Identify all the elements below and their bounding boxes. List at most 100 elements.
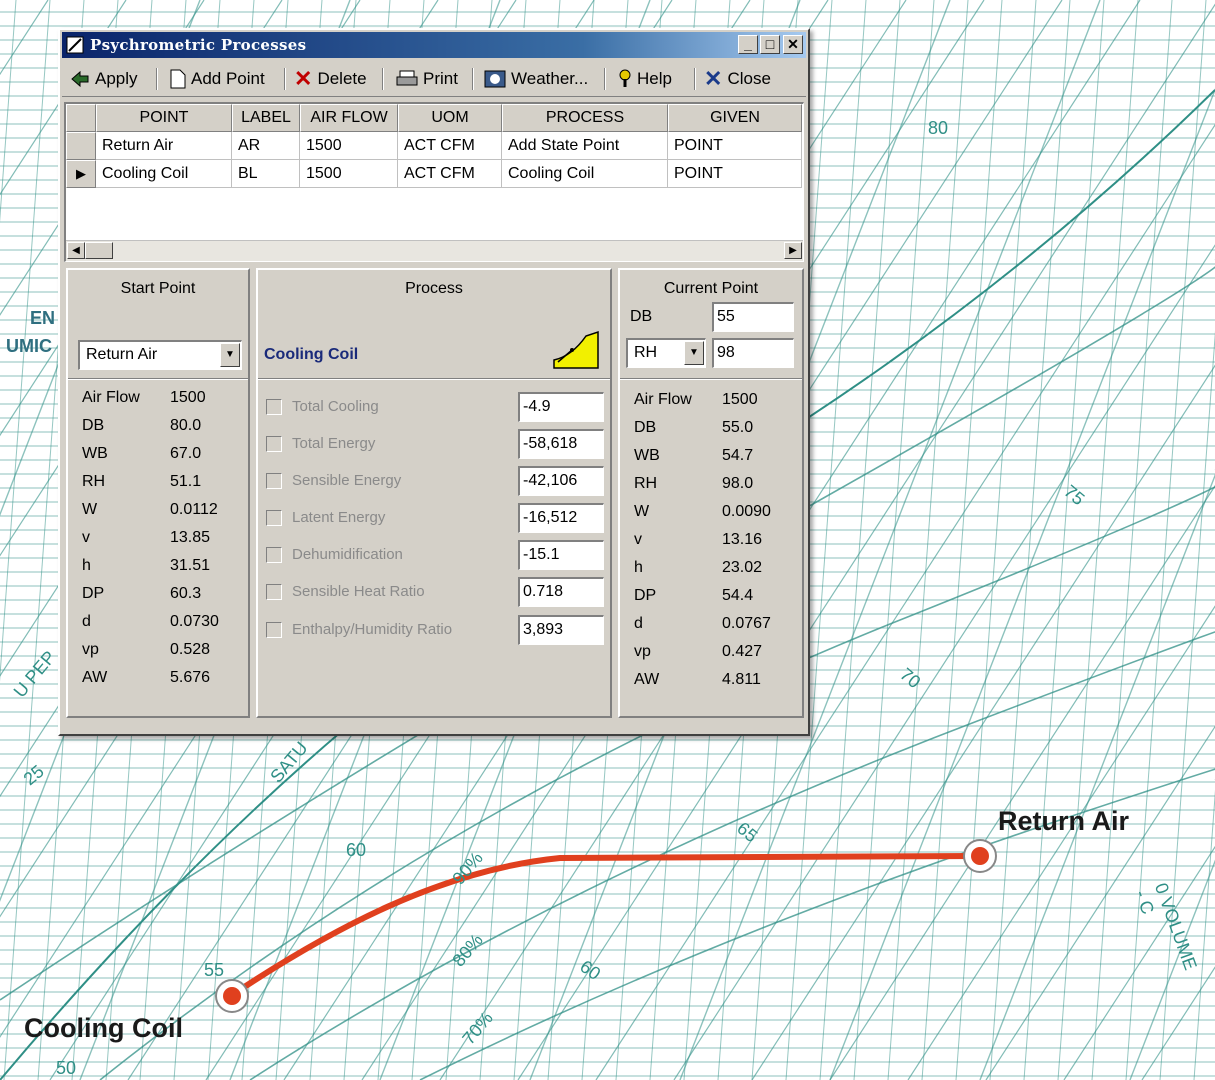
enthalpy-humidity-ratio-checkbox[interactable]	[266, 621, 282, 638]
window-title: Psychrometric Processes	[90, 36, 307, 54]
process-item-dehumidification: Dehumidification	[266, 546, 403, 563]
weather-button[interactable]: Weather...	[484, 66, 588, 92]
column-header-given[interactable]: GIVEN	[668, 104, 802, 132]
add-point-label: Add Point	[191, 69, 265, 88]
chevron-down-icon[interactable]: ▼	[684, 341, 704, 365]
apply-button[interactable]: Apply	[70, 66, 138, 92]
db-label: DB	[630, 308, 653, 325]
add-point-button[interactable]: Add Point	[170, 66, 265, 92]
property-row: DP 60.3	[82, 585, 202, 602]
column-header-air-flow[interactable]: AIR FLOW	[300, 104, 398, 132]
dehumidification-field[interactable]: -15.1	[518, 540, 604, 570]
cell-given[interactable]: POINT	[668, 160, 802, 188]
cell-point[interactable]: Cooling Coil	[96, 160, 232, 188]
cell-air-flow[interactable]: 1500	[300, 160, 398, 188]
cell-process[interactable]: Add State Point	[502, 132, 668, 160]
property-row: DP 54.4	[634, 587, 754, 604]
divider	[68, 378, 248, 380]
enthalpy-fragment: EN	[30, 308, 56, 328]
column-header-label[interactable]: LABEL	[232, 104, 300, 132]
minimize-button[interactable]: _	[738, 35, 758, 54]
db-label-50: 50	[56, 1058, 77, 1078]
delete-icon: ✕	[294, 66, 313, 91]
cell-air-flow[interactable]: 1500	[300, 132, 398, 160]
process-line	[230, 853, 981, 998]
print-button[interactable]: Print	[396, 66, 458, 92]
second-property-value: RH	[634, 344, 658, 361]
enthalpy-humidity-ratio-field[interactable]: 3,893	[518, 615, 604, 645]
second-property-input[interactable]: 98	[712, 338, 794, 368]
horizontal-scrollbar[interactable]: ◀ ▶	[66, 240, 803, 261]
property-row: vp 0.528	[82, 641, 211, 658]
property-row: vp 0.427	[634, 643, 763, 660]
total-cooling-checkbox[interactable]	[266, 398, 282, 415]
wb-label-80: 80	[928, 118, 949, 138]
maximize-button[interactable]: □	[760, 35, 780, 54]
return-air-label: Return Air	[998, 806, 1130, 836]
toolbar-separator	[694, 68, 696, 90]
dehumidification-checkbox[interactable]	[266, 546, 282, 563]
help-button[interactable]: Help	[618, 66, 672, 92]
help-icon	[619, 69, 631, 87]
property-row: DB 55.0	[634, 419, 754, 436]
scroll-right-button[interactable]: ▶	[784, 242, 802, 259]
db-label-55: 55	[204, 960, 225, 980]
apply-icon	[71, 70, 89, 88]
row-header-corner	[66, 104, 96, 132]
total-energy-checkbox[interactable]	[266, 435, 282, 452]
psychrometric-processes-window: Psychrometric Processes _ □ ✕ Apply Add …	[58, 28, 810, 736]
column-header-point[interactable]: POINT	[96, 104, 232, 132]
sensible-heat-ratio-field[interactable]: 0.718	[518, 577, 604, 607]
cell-process[interactable]: Cooling Coil	[502, 160, 668, 188]
total-cooling-field[interactable]: -4.9	[518, 392, 604, 422]
delete-label: Delete	[317, 69, 367, 88]
close-window-button[interactable]: ✕	[783, 35, 803, 54]
row-selector[interactable]: ▶	[66, 160, 96, 188]
property-row: v 13.16	[634, 531, 763, 548]
scroll-left-button[interactable]: ◀	[67, 242, 85, 259]
title-bar[interactable]: Psychrometric Processes _ □ ✕	[62, 32, 806, 58]
cell-label[interactable]: AR	[232, 132, 300, 160]
apply-label: Apply	[95, 69, 138, 88]
db-input[interactable]: 55	[712, 302, 794, 332]
divider	[258, 378, 610, 380]
sensible-energy-checkbox[interactable]	[266, 472, 282, 489]
sensible-heat-ratio-checkbox[interactable]	[266, 583, 282, 600]
sensible-energy-field[interactable]: -42,106	[518, 466, 604, 496]
latent-energy-checkbox[interactable]	[266, 509, 282, 526]
column-header-process[interactable]: PROCESS	[502, 104, 668, 132]
toolbar-separator	[382, 68, 384, 90]
cell-uom[interactable]: ACT CFM	[398, 132, 502, 160]
print-label: Print	[423, 69, 458, 88]
column-header-uom[interactable]: UOM	[398, 104, 502, 132]
property-row: d 0.0730	[82, 613, 219, 630]
delete-button[interactable]: ✕ Delete	[294, 66, 367, 92]
total-energy-field[interactable]: -58,618	[518, 429, 604, 459]
cell-uom[interactable]: ACT CFM	[398, 160, 502, 188]
toolbar-separator	[156, 68, 158, 90]
property-row: WB 54.7	[634, 447, 754, 464]
current-point-properties: Air Flow 1500 DB 55.0 WB 54.7 RH 98.0 W 0.009…	[634, 386, 771, 694]
cell-point[interactable]: Return Air	[96, 132, 232, 160]
cooling-coil-process-icon[interactable]	[552, 330, 600, 370]
start-point-properties: Air Flow 1500 DB 80.0 WB 67.0 RH 51.1 W 0.011…	[82, 384, 219, 692]
cell-given[interactable]: POINT	[668, 132, 802, 160]
property-row: h 31.51	[82, 557, 211, 574]
property-row: RH 98.0	[634, 475, 754, 492]
toolbar-separator	[604, 68, 606, 90]
process-item-sensible-heat-ratio: Sensible Heat Ratio	[266, 583, 425, 600]
start-point-panel: Start Point Return Air ▼ Air Flow 1500 DB…	[66, 268, 250, 718]
cell-label[interactable]: BL	[232, 160, 300, 188]
latent-energy-field[interactable]: -16,512	[518, 503, 604, 533]
row-selector[interactable]	[66, 132, 96, 160]
help-label: Help	[637, 69, 672, 88]
app-icon	[66, 36, 84, 54]
close-button[interactable]: ✕ Close	[704, 66, 771, 92]
toolbar: Apply Add Point ✕ Delete Print Weather..…	[62, 62, 806, 97]
process-item-enthalpy-humidity-ratio: Enthalpy/Humidity Ratio	[266, 621, 452, 638]
chevron-down-icon[interactable]: ▼	[220, 343, 240, 367]
scroll-thumb[interactable]	[85, 242, 113, 259]
property-row: DB 80.0	[82, 417, 202, 434]
start-point-select[interactable]: Return Air ▼	[78, 340, 242, 370]
second-property-select[interactable]: RH ▼	[626, 338, 706, 368]
